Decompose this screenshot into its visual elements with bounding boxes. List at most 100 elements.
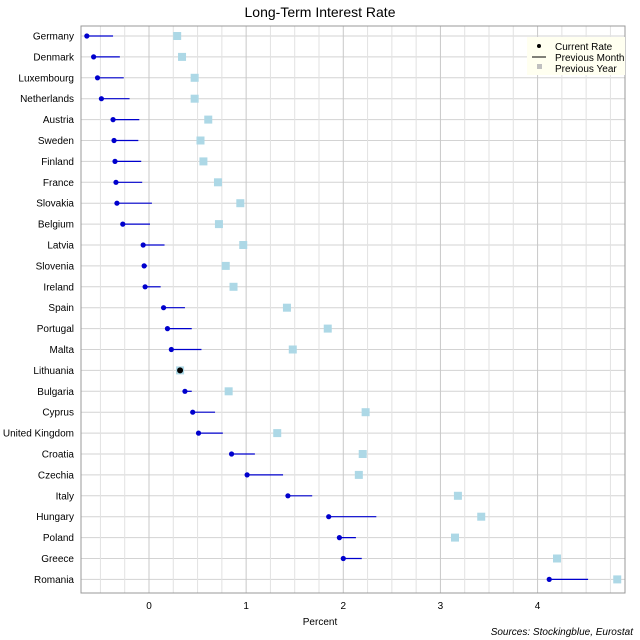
source-note: Sources: Stockingblue, Eurostat xyxy=(491,627,635,638)
legend-box xyxy=(527,37,625,75)
previous-year-marker xyxy=(553,554,561,563)
category-label: Luxembourg xyxy=(18,73,74,84)
current-rate-point xyxy=(546,576,552,583)
current-rate-point xyxy=(84,33,90,39)
previous-year-marker xyxy=(224,387,233,396)
previous-year-marker xyxy=(613,575,622,584)
category-label: Sweden xyxy=(38,136,74,147)
current-rate-point xyxy=(160,305,167,311)
current-rate-point xyxy=(141,263,147,269)
previous-year-marker xyxy=(451,533,459,542)
previous-year-marker xyxy=(199,157,208,166)
previous-year-marker xyxy=(173,32,182,40)
previous-year-marker xyxy=(453,491,462,500)
previous-year-marker xyxy=(214,220,223,229)
current-rate-point xyxy=(113,179,119,185)
previous-year-marker xyxy=(213,178,222,187)
category-label: Poland xyxy=(43,533,74,544)
x-axis-title: Percent xyxy=(303,617,338,628)
x-tick-label: 0 xyxy=(146,601,152,612)
legend-previous-month-label: Previous Month xyxy=(555,53,624,64)
previous-year-marker xyxy=(178,52,187,61)
category-label: Austria xyxy=(43,115,75,126)
legend-current-marker xyxy=(537,44,541,48)
current-rate-point xyxy=(140,242,146,248)
previous-year-marker xyxy=(236,199,245,208)
category-label: United Kingdom xyxy=(3,429,74,440)
previous-year-marker xyxy=(221,261,230,270)
current-rate-point xyxy=(112,158,118,164)
current-rate-point xyxy=(190,409,196,415)
current-rate-point xyxy=(168,346,174,353)
plot-frame xyxy=(80,25,626,594)
current-rate-point xyxy=(94,75,101,81)
previous-year-marker xyxy=(323,324,332,333)
current-rate-point xyxy=(98,96,104,102)
previous-year-marker xyxy=(282,303,291,312)
current-rate-point xyxy=(336,535,342,541)
category-label: Slovakia xyxy=(36,199,74,210)
category-label: Portugal xyxy=(37,324,74,335)
x-tick-label: 1 xyxy=(243,601,249,612)
category-label: Romania xyxy=(34,575,74,586)
x-tick-label: 4 xyxy=(535,601,541,612)
legend: Current Rate Previous Month Previous Yea… xyxy=(527,37,625,75)
current-rate-point xyxy=(244,472,250,478)
previous-year-marker xyxy=(361,408,370,417)
category-label: Denmark xyxy=(33,52,75,63)
category-label: Malta xyxy=(50,345,75,356)
category-label: Greece xyxy=(41,554,74,565)
category-label: France xyxy=(43,178,75,189)
category-label: Germany xyxy=(33,32,74,43)
x-axis-labels: 0 1 2 3 4 xyxy=(146,601,541,612)
category-label: Czechia xyxy=(38,470,75,481)
current-rate-point xyxy=(142,284,148,290)
current-rate-point xyxy=(110,117,116,123)
y-axis-labels: Germany Denmark Luxembourg Netherlands Austr… xyxy=(3,32,75,586)
previous-year-marker xyxy=(196,136,205,145)
category-label: Italy xyxy=(56,491,74,502)
previous-year-marker xyxy=(288,345,297,354)
chart-title: Long-Term Interest Rate xyxy=(245,4,396,20)
current-rate-point xyxy=(340,555,346,562)
legend-previous-year-marker xyxy=(537,64,542,69)
current-rate-point xyxy=(91,54,97,60)
previous-year-marker xyxy=(358,450,367,458)
current-rate-point xyxy=(326,514,332,520)
category-label: Croatia xyxy=(42,450,75,461)
previous-year-marker xyxy=(239,241,248,249)
category-label: Ireland xyxy=(43,282,74,293)
category-label: Belgium xyxy=(38,220,74,231)
current-rate-point xyxy=(114,200,120,206)
category-label: Finland xyxy=(41,157,74,168)
category-label: Cyprus xyxy=(42,408,74,419)
legend-current-label: Current Rate xyxy=(555,42,613,53)
previous-year-marker xyxy=(190,94,199,103)
current-rate-point xyxy=(228,451,235,457)
category-label: Bulgaria xyxy=(37,387,74,398)
current-rate-point xyxy=(111,137,117,144)
current-rate-point xyxy=(182,388,188,394)
previous-year-marker xyxy=(354,470,363,479)
category-label: Hungary xyxy=(36,512,74,523)
category-label: Netherlands xyxy=(20,94,74,105)
legend-previous-year-label: Previous Year xyxy=(555,64,617,75)
current-rate-point xyxy=(177,367,184,374)
plot-area xyxy=(81,26,625,593)
previous-year-marker xyxy=(204,115,213,124)
previous-year-marker xyxy=(477,512,486,521)
current-rate-point xyxy=(195,430,202,436)
previous-year-marker xyxy=(229,282,238,291)
category-label: Latvia xyxy=(47,241,74,252)
current-rate-point xyxy=(285,493,291,499)
category-label: Lithuania xyxy=(33,366,74,377)
category-label: Spain xyxy=(48,303,74,314)
x-tick-label: 3 xyxy=(438,601,444,612)
current-rate-point xyxy=(120,221,126,227)
x-tick-label: 2 xyxy=(341,601,347,612)
category-label: Slovenia xyxy=(36,261,75,272)
previous-year-marker xyxy=(190,73,199,82)
current-rate-point xyxy=(164,326,171,332)
previous-year-marker xyxy=(273,429,282,438)
